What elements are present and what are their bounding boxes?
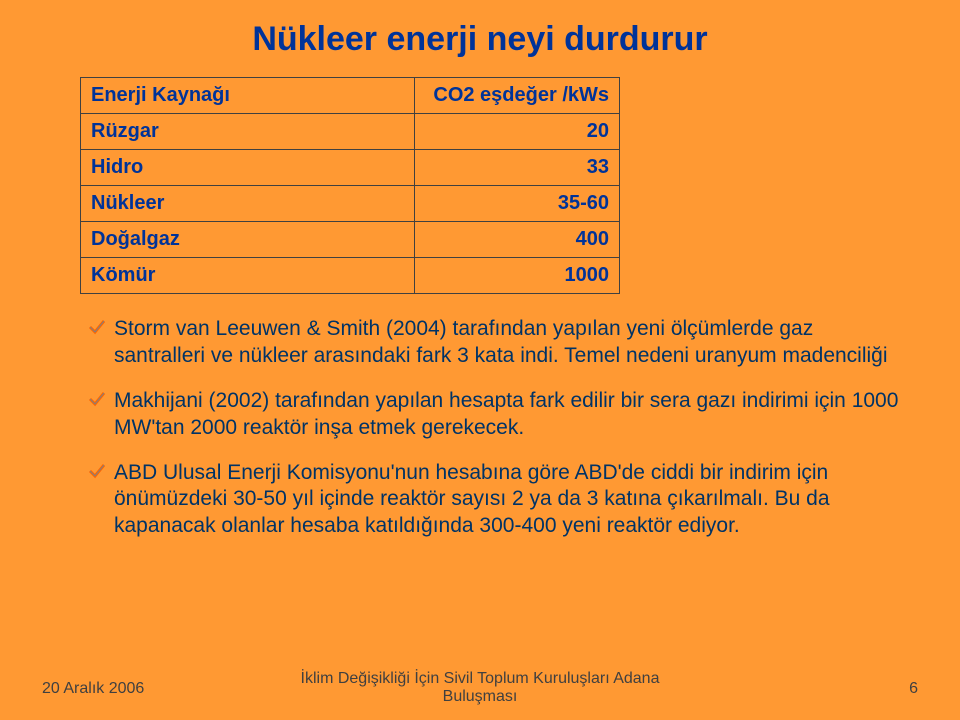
table-header-left: Enerji Kaynağı — [81, 78, 415, 114]
footer-event-line1: İklim Değişikliği İçin Sivil Toplum Kuru… — [301, 670, 660, 687]
bullet-list: Storm van Leeuwen & Smith (2004) tarafın… — [88, 316, 900, 540]
cell-source: Hidro — [81, 150, 415, 186]
bullet-item: Storm van Leeuwen & Smith (2004) tarafın… — [88, 316, 900, 370]
co2-table: Enerji Kaynağı CO2 eşdeğer /kWs Rüzgar 2… — [80, 77, 620, 294]
bullet-text: Storm van Leeuwen & Smith (2004) tarafın… — [114, 317, 888, 367]
cell-source: Kömür — [81, 258, 415, 294]
table-header-right: CO2 eşdeğer /kWs — [415, 78, 620, 114]
bullet-item: Makhijani (2002) tarafından yapılan hesa… — [88, 388, 900, 442]
table-row: Hidro 33 — [81, 150, 620, 186]
cell-source: Rüzgar — [81, 114, 415, 150]
table-row: Rüzgar 20 — [81, 114, 620, 150]
cell-source: Nükleer — [81, 186, 415, 222]
footer-event-line2: Buluşması — [443, 688, 518, 705]
checkmark-icon — [88, 390, 106, 408]
bullet-text: ABD Ulusal Enerji Komisyonu'nun hesabına… — [114, 461, 830, 538]
table-row: Nükleer 35-60 — [81, 186, 620, 222]
footer-page-number: 6 — [909, 680, 918, 698]
cell-value: 1000 — [415, 258, 620, 294]
checkmark-icon — [88, 318, 106, 336]
cell-value: 35-60 — [415, 186, 620, 222]
table-row: Doğalgaz 400 — [81, 222, 620, 258]
cell-value: 33 — [415, 150, 620, 186]
checkmark-icon — [88, 462, 106, 480]
slide-footer: 20 Aralık 2006 İklim Değişikliği İçin Si… — [0, 670, 960, 706]
table-header-row: Enerji Kaynağı CO2 eşdeğer /kWs — [81, 78, 620, 114]
cell-value: 20 — [415, 114, 620, 150]
footer-date: 20 Aralık 2006 — [42, 680, 144, 698]
cell-source: Doğalgaz — [81, 222, 415, 258]
bullet-text: Makhijani (2002) tarafından yapılan hesa… — [114, 389, 898, 439]
cell-value: 400 — [415, 222, 620, 258]
table-row: Kömür 1000 — [81, 258, 620, 294]
page-title: Nükleer enerji neyi durdurur — [0, 0, 960, 77]
bullet-item: ABD Ulusal Enerji Komisyonu'nun hesabına… — [88, 460, 900, 541]
